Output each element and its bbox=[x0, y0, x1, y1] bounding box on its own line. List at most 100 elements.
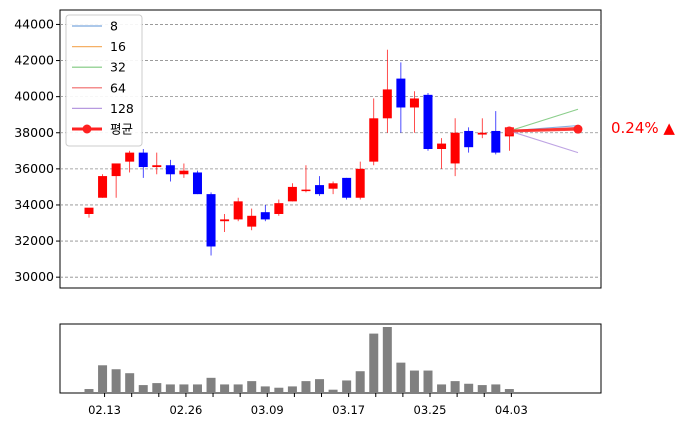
candle bbox=[423, 93, 433, 151]
volume-bar bbox=[369, 333, 379, 393]
price-panel-frame bbox=[59, 9, 602, 289]
legend-item: 8 bbox=[72, 19, 118, 34]
candle-body bbox=[477, 132, 487, 135]
candle bbox=[287, 183, 297, 202]
candle-body bbox=[409, 98, 419, 108]
price-gridlines bbox=[60, 24, 601, 278]
y-tick-label: 32000 bbox=[14, 233, 54, 248]
candle bbox=[369, 98, 379, 166]
candle bbox=[274, 199, 284, 216]
candle bbox=[206, 192, 216, 256]
volume-bar bbox=[464, 383, 474, 393]
candle-body bbox=[301, 189, 311, 192]
candle bbox=[382, 49, 392, 133]
candle-body bbox=[220, 219, 230, 222]
volume-bar bbox=[450, 381, 460, 393]
candle bbox=[477, 118, 487, 139]
change-annotation: 0.24% ▲ bbox=[611, 119, 675, 137]
legend-item: 32 bbox=[72, 60, 126, 75]
candle-body bbox=[138, 152, 148, 168]
candle-body bbox=[206, 194, 216, 247]
volume-bar bbox=[477, 385, 487, 393]
candle bbox=[328, 181, 338, 195]
candle bbox=[98, 174, 108, 198]
volume-bar bbox=[260, 386, 270, 393]
legend-box bbox=[65, 14, 143, 147]
candle-body bbox=[84, 207, 94, 214]
candle-body bbox=[247, 215, 257, 227]
candle bbox=[247, 208, 257, 231]
projection-marker bbox=[573, 124, 583, 134]
candle-body bbox=[342, 177, 352, 198]
candle bbox=[315, 176, 325, 196]
legend-label: 128 bbox=[110, 101, 134, 116]
y-tick-label: 38000 bbox=[14, 125, 54, 140]
price-y-axis: 30000 32000 34000 36000 38000 40000 42000 44000 bbox=[14, 16, 60, 284]
candle bbox=[409, 91, 419, 133]
candle-body bbox=[179, 170, 189, 175]
candle bbox=[301, 165, 311, 193]
y-tick-label: 30000 bbox=[14, 269, 54, 284]
legend-marker bbox=[82, 124, 92, 134]
volume-bar bbox=[491, 384, 501, 393]
volume-bar bbox=[138, 385, 148, 393]
volume-bar bbox=[437, 384, 447, 393]
volume-bar bbox=[504, 389, 514, 393]
volume-bar bbox=[328, 389, 338, 393]
volume-bar bbox=[179, 384, 189, 393]
candle-body bbox=[287, 186, 297, 202]
candle bbox=[396, 62, 406, 133]
candle-body bbox=[382, 89, 392, 119]
candle-body bbox=[192, 172, 202, 195]
volume-bar bbox=[355, 371, 365, 393]
volume-bar bbox=[125, 373, 135, 393]
candle-body bbox=[233, 201, 243, 220]
candle-body bbox=[315, 185, 325, 195]
candle-body bbox=[437, 143, 447, 149]
projection-marker bbox=[504, 126, 514, 136]
x-tick-label: 03.17 bbox=[332, 403, 365, 417]
legend-item: 64 bbox=[72, 80, 126, 95]
y-tick-label: 44000 bbox=[14, 16, 54, 31]
candle-body bbox=[450, 132, 460, 164]
volume-bar bbox=[342, 380, 352, 393]
volume-bar bbox=[111, 369, 121, 393]
candle-body bbox=[125, 152, 135, 162]
volume-bar bbox=[206, 377, 216, 393]
projection-line bbox=[509, 127, 579, 133]
candle bbox=[437, 138, 447, 169]
candle-body bbox=[274, 203, 284, 214]
candle-body bbox=[98, 176, 108, 198]
volume-bar bbox=[315, 379, 325, 393]
volume-panel-frame bbox=[59, 323, 602, 394]
candle bbox=[125, 150, 135, 173]
candle bbox=[342, 177, 352, 200]
volume-bars bbox=[84, 327, 514, 393]
x-tick-label: 03.09 bbox=[251, 403, 284, 417]
legend-label: 16 bbox=[110, 39, 126, 54]
volume-bar bbox=[152, 383, 162, 393]
candle bbox=[111, 163, 121, 198]
x-tick-label: 02.13 bbox=[88, 403, 121, 417]
date-x-axis: 02.13 02.26 03.09 03.17 03.25 04.03 bbox=[88, 393, 528, 417]
candle-body bbox=[423, 94, 433, 149]
volume-panel: 02.13 02.26 03.09 03.17 03.25 04.03 bbox=[59, 323, 602, 417]
candle bbox=[355, 161, 365, 200]
volume-bar bbox=[301, 381, 311, 393]
candle-body bbox=[396, 78, 406, 108]
volume-bar bbox=[423, 370, 433, 393]
volume-bar bbox=[382, 327, 392, 393]
y-tick-label: 36000 bbox=[14, 161, 54, 176]
candle bbox=[233, 197, 243, 222]
projection-line bbox=[509, 130, 579, 154]
volume-bar bbox=[98, 365, 108, 393]
candle bbox=[138, 149, 148, 178]
candle bbox=[84, 207, 94, 218]
volume-bar bbox=[84, 389, 94, 393]
projection-lines bbox=[504, 108, 583, 154]
candle bbox=[464, 127, 474, 153]
candle-body bbox=[491, 130, 501, 153]
volume-bar bbox=[233, 384, 243, 393]
